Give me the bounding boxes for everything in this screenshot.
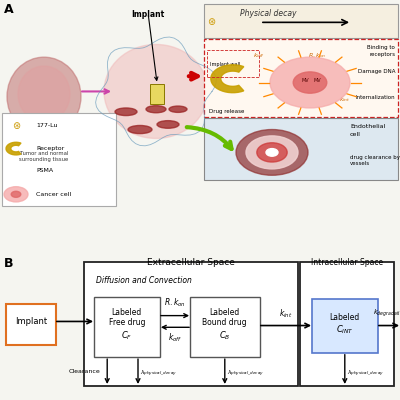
FancyBboxPatch shape	[204, 39, 398, 117]
Ellipse shape	[146, 106, 166, 113]
Text: receptors: receptors	[369, 52, 395, 57]
Text: $R.k_{on}$: $R.k_{on}$	[308, 51, 326, 60]
Text: Labeled: Labeled	[330, 313, 360, 322]
Circle shape	[270, 57, 350, 108]
Text: Endothelial: Endothelial	[350, 124, 385, 130]
Text: $\lambda_{physical\_decay}$: $\lambda_{physical\_decay}$	[140, 368, 177, 378]
Polygon shape	[211, 65, 244, 93]
Text: 177-Lu: 177-Lu	[36, 123, 58, 128]
Ellipse shape	[169, 106, 187, 112]
FancyBboxPatch shape	[204, 118, 398, 180]
Text: $k_{degradation}$: $k_{degradation}$	[373, 308, 400, 320]
Text: PSMA: PSMA	[36, 168, 53, 173]
Text: $C_F$: $C_F$	[121, 329, 132, 342]
Text: Receptor: Receptor	[36, 146, 64, 151]
FancyBboxPatch shape	[312, 298, 378, 352]
FancyBboxPatch shape	[300, 262, 394, 386]
Circle shape	[266, 148, 278, 156]
Text: $\lambda_{physical\_decay}$: $\lambda_{physical\_decay}$	[347, 368, 384, 378]
Text: Damage DNA: Damage DNA	[358, 68, 395, 74]
FancyBboxPatch shape	[150, 84, 164, 104]
FancyBboxPatch shape	[6, 304, 56, 345]
Text: Intracellular Space: Intracellular Space	[311, 258, 383, 267]
FancyBboxPatch shape	[94, 297, 160, 357]
Ellipse shape	[104, 44, 208, 138]
Text: cell: cell	[350, 132, 361, 137]
Text: $k_{off}$: $k_{off}$	[253, 51, 265, 60]
Text: MV: MV	[313, 78, 321, 83]
Ellipse shape	[157, 121, 179, 128]
Text: surrounding tissue: surrounding tissue	[19, 158, 69, 162]
Text: Free drug: Free drug	[108, 318, 145, 327]
Text: Bound drug: Bound drug	[202, 318, 247, 327]
Text: Binding to: Binding to	[367, 45, 395, 50]
Text: Labeled: Labeled	[112, 308, 142, 317]
Text: $C_{INT}$: $C_{INT}$	[336, 324, 354, 336]
Text: A: A	[4, 2, 14, 16]
Text: $k_{int}$: $k_{int}$	[279, 308, 293, 320]
Circle shape	[246, 136, 298, 169]
Text: Diffusion and Convection: Diffusion and Convection	[96, 276, 192, 285]
Ellipse shape	[18, 66, 70, 122]
Polygon shape	[6, 142, 21, 155]
Text: $k_{off}$: $k_{off}$	[168, 331, 182, 344]
Ellipse shape	[115, 108, 137, 116]
Circle shape	[4, 187, 28, 202]
Text: vessels: vessels	[350, 161, 370, 166]
Circle shape	[11, 191, 21, 197]
Text: Physical decay: Physical decay	[240, 9, 296, 18]
Text: $C_B$: $C_B$	[219, 329, 230, 342]
FancyBboxPatch shape	[84, 262, 298, 386]
Text: drug clearance by: drug clearance by	[350, 155, 400, 160]
Text: Cancer cell: Cancer cell	[36, 192, 71, 197]
Text: Clearance: Clearance	[68, 369, 100, 374]
Circle shape	[236, 130, 308, 175]
Text: Internalization: Internalization	[356, 95, 395, 100]
Text: Implant: Implant	[15, 317, 47, 326]
Ellipse shape	[128, 126, 152, 134]
Text: Extracellular Space: Extracellular Space	[147, 258, 235, 267]
Circle shape	[293, 72, 327, 93]
Text: Labeled: Labeled	[210, 308, 240, 317]
Text: Tumor and normal: Tumor and normal	[20, 151, 68, 156]
Text: Implant: Implant	[131, 10, 165, 19]
Text: ⊛: ⊛	[12, 121, 20, 131]
Text: Implant wall: Implant wall	[210, 62, 240, 67]
Text: MV: MV	[301, 78, 309, 83]
Text: $k_{int}$: $k_{int}$	[339, 95, 351, 104]
Text: B: B	[4, 257, 14, 270]
Text: $R.k_{on}$: $R.k_{on}$	[164, 297, 186, 310]
Text: ⊛: ⊛	[207, 17, 215, 27]
FancyBboxPatch shape	[2, 113, 116, 206]
Ellipse shape	[7, 57, 81, 136]
FancyBboxPatch shape	[204, 4, 398, 38]
Text: Drug release: Drug release	[209, 109, 244, 114]
Text: $\lambda_{physical\_decay}$: $\lambda_{physical\_decay}$	[227, 368, 264, 378]
Circle shape	[257, 143, 287, 162]
FancyBboxPatch shape	[190, 297, 260, 357]
